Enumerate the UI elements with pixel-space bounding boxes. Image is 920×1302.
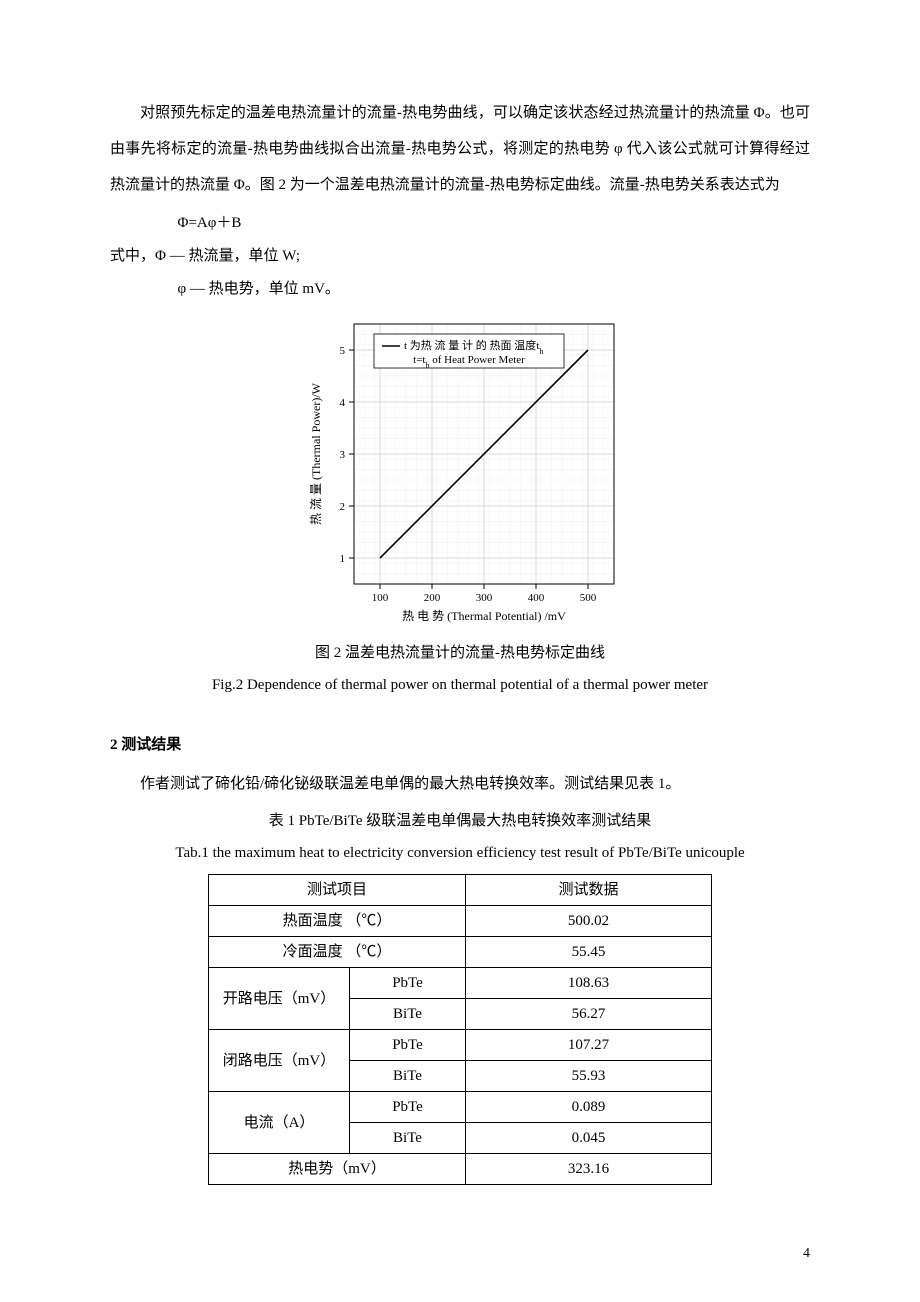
table-cell: PbTe — [350, 1092, 466, 1123]
svg-text:2: 2 — [340, 501, 346, 513]
figure-2-caption-cn: 图 2 温差电热流量计的流量-热电势标定曲线 — [110, 638, 810, 668]
table-cell: 0.089 — [466, 1092, 712, 1123]
table-row: 热电势（mV）323.16 — [209, 1154, 712, 1185]
table-cell: 热面温度 （℃） — [209, 906, 466, 937]
svg-text:热 流 量 (Thermal Power)/W: 热 流 量 (Thermal Power)/W — [309, 382, 323, 525]
definition-varphi: φ — 热电势，单位 mV。 — [110, 273, 810, 306]
table-cell: 测试项目 — [209, 875, 466, 906]
page: 对照预先标定的温差电热流量计的流量-热电势曲线，可以确定该状态经过热流量计的热流… — [0, 0, 920, 1302]
table-cell: 闭路电压（mV） — [209, 1030, 350, 1092]
results-table: 测试项目测试数据热面温度 （℃）500.02冷面温度 （℃）55.45开路电压（… — [208, 874, 712, 1185]
figure-2-caption-en: Fig.2 Dependence of thermal power on the… — [110, 670, 810, 700]
table-1-caption-cn: 表 1 PbTe/BiTe 级联温差电单偶最大热电转换效率测试结果 — [110, 806, 810, 836]
section-2-title: 2 测试结果 — [110, 730, 810, 760]
table-cell: 323.16 — [466, 1154, 712, 1185]
table-cell: 108.63 — [466, 968, 712, 999]
table-cell: 500.02 — [466, 906, 712, 937]
svg-text:200: 200 — [424, 592, 441, 604]
def-phi-sym: Φ — — [155, 248, 185, 264]
table-header-row: 测试项目测试数据 — [209, 875, 712, 906]
section-2-para: 作者测试了碲化铅/碲化铋级联温差电单偶的最大热电转换效率。测试结果见表 1。 — [110, 766, 810, 802]
figure-2-chart: 100 200 300 400 500 1 2 3 4 5 热 电 势 (Thermal Poten… — [110, 314, 810, 634]
table-row: 冷面温度 （℃）55.45 — [209, 937, 712, 968]
table-cell: 0.045 — [466, 1123, 712, 1154]
svg-text:100: 100 — [372, 592, 389, 604]
table-cell: BiTe — [350, 1123, 466, 1154]
svg-text:400: 400 — [528, 592, 545, 604]
table-cell: 107.27 — [466, 1030, 712, 1061]
svg-text:3: 3 — [340, 449, 346, 461]
intro-paragraph: 对照预先标定的温差电热流量计的流量-热电势曲线，可以确定该状态经过热流量计的热流… — [110, 95, 810, 203]
table-cell: 测试数据 — [466, 875, 712, 906]
def-varphi-text: 热电势，单位 mV。 — [205, 281, 340, 297]
def-prefix: 式中， — [110, 248, 155, 264]
table-cell: PbTe — [350, 1030, 466, 1061]
table-row: 闭路电压（mV）PbTe107.27 — [209, 1030, 712, 1061]
table-1-caption-en: Tab.1 the maximum heat to electricity co… — [110, 838, 810, 868]
svg-text:300: 300 — [476, 592, 493, 604]
svg-text:5: 5 — [340, 345, 346, 357]
svg-text:500: 500 — [580, 592, 597, 604]
svg-text:4: 4 — [340, 397, 346, 409]
table-cell: 55.45 — [466, 937, 712, 968]
table-cell: PbTe — [350, 968, 466, 999]
table-cell: 电流（A） — [209, 1092, 350, 1154]
def-varphi-sym: φ — — [178, 281, 205, 297]
definition-phi: 式中，Φ — 热流量，单位 W; — [110, 240, 810, 273]
def-phi-text: 热流量，单位 W; — [185, 248, 300, 264]
table-row: 开路电压（mV）PbTe108.63 — [209, 968, 712, 999]
table-row: 电流（A）PbTe0.089 — [209, 1092, 712, 1123]
page-number: 4 — [803, 1246, 810, 1262]
table-cell: BiTe — [350, 1061, 466, 1092]
table-cell: 56.27 — [466, 999, 712, 1030]
line-chart-svg: 100 200 300 400 500 1 2 3 4 5 热 电 势 (Thermal Poten… — [290, 314, 630, 634]
table-row: 热面温度 （℃）500.02 — [209, 906, 712, 937]
table-cell: 冷面温度 （℃） — [209, 937, 466, 968]
table-cell: 55.93 — [466, 1061, 712, 1092]
table-cell: 热电势（mV） — [209, 1154, 466, 1185]
table-cell: 开路电压（mV） — [209, 968, 350, 1030]
formula: Φ=Aφ＋B — [110, 207, 810, 240]
svg-text:1: 1 — [340, 553, 346, 565]
svg-text:热 电 势 (Thermal Potential) /m: 热 电 势 (Thermal Potential) /mV — [402, 609, 566, 623]
table-cell: BiTe — [350, 999, 466, 1030]
